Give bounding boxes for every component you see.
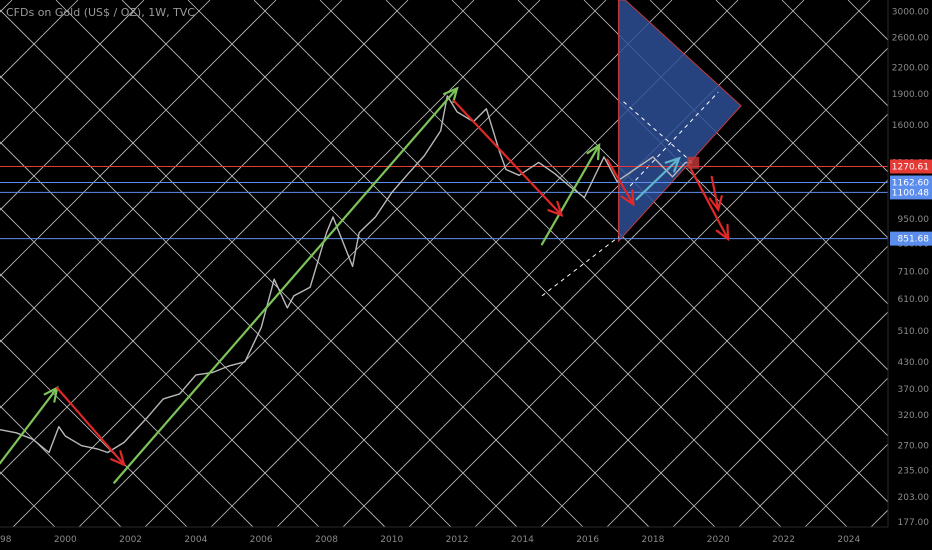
x-tick-label: 2014 xyxy=(511,535,534,545)
y-tick-label: 2600.00 xyxy=(892,33,929,43)
cyan-arrow xyxy=(635,156,681,201)
down-arrow xyxy=(606,158,635,207)
down-arrow xyxy=(687,164,730,242)
diagonal-grid-line xyxy=(121,0,673,550)
up-arrow-shaft xyxy=(0,386,59,465)
price-line xyxy=(0,95,693,454)
x-tick-label: 2010 xyxy=(380,535,403,545)
level-badge xyxy=(890,185,932,200)
diagonal-grid-line xyxy=(0,0,145,145)
y-tick-label: 2200.00 xyxy=(892,64,929,74)
x-tick-label: 2018 xyxy=(641,535,664,545)
y-tick-label: 430.00 xyxy=(898,358,930,368)
y-tick-label: 1600.00 xyxy=(892,121,929,131)
down-arrow-shaft xyxy=(56,386,126,466)
y-tick-label: 1900.00 xyxy=(892,90,929,100)
level-badge-label: 1270.61 xyxy=(892,163,929,173)
diagonal-grid-line xyxy=(0,0,277,277)
down-arrow xyxy=(452,99,564,218)
cyan-arrow-head xyxy=(664,156,681,173)
x-tick-label: 2006 xyxy=(250,535,273,545)
y-tick-label: 177.00 xyxy=(898,518,930,528)
x-tick-label: 2000 xyxy=(54,535,77,545)
down-arrow-head xyxy=(708,195,723,213)
down-arrow-shaft xyxy=(710,175,720,211)
up-arrow-head xyxy=(443,86,459,103)
down-arrow xyxy=(708,175,723,213)
x-tick-label: 2024 xyxy=(837,535,860,545)
level-badge-label: 1100.48 xyxy=(892,188,929,198)
y-tick-label: 950.00 xyxy=(898,215,930,225)
up-arrow-shaft xyxy=(113,87,459,484)
y-axis-background xyxy=(888,0,932,550)
up-arrow xyxy=(113,86,459,484)
x-tick-label: 2002 xyxy=(119,535,142,545)
level-badge-label: 1162.60 xyxy=(892,179,929,189)
diagonal-grid-line xyxy=(583,201,932,550)
diagonal-grid-line xyxy=(715,333,932,550)
down-arrow-head xyxy=(110,450,126,467)
diagonal-grid-line xyxy=(319,0,871,550)
y-tick-label: 510.00 xyxy=(898,327,930,337)
diagonal-grid-line xyxy=(0,0,211,211)
up-arrow xyxy=(540,143,601,246)
diagonal-grid-line xyxy=(0,405,145,550)
y-tick-label: 370.00 xyxy=(898,385,930,395)
diagonal-grid-line xyxy=(55,0,607,550)
y-tick-label: 235.00 xyxy=(898,467,930,477)
y-tick-label: 320.00 xyxy=(898,411,930,421)
x-tick-label: 2022 xyxy=(772,535,795,545)
x-tick-label: 2004 xyxy=(184,535,207,545)
dashed-channel-line xyxy=(629,91,719,187)
level-badge-label: 851.68 xyxy=(898,235,930,245)
diagonal-grid-line xyxy=(781,399,932,550)
y-tick-label: 710.00 xyxy=(898,267,930,277)
y-tick-label: 203.00 xyxy=(898,493,930,503)
diagonal-grid-line xyxy=(0,0,475,475)
diagonal-grid-line xyxy=(385,3,932,550)
level-badge xyxy=(890,159,932,174)
chart-title: CFDs on Gold (US$ / OZ), 1W, TVC xyxy=(6,6,195,19)
down-arrow-head xyxy=(547,200,564,218)
diagonal-grid-line xyxy=(0,0,409,409)
x-tick-label: 2012 xyxy=(446,535,469,545)
diagonal-grid-line xyxy=(517,135,932,550)
diagonal-grid-line xyxy=(781,0,932,151)
y-tick-label: 270.00 xyxy=(898,442,930,452)
y-tick-label: 610.00 xyxy=(898,295,930,305)
diagonal-grid-line xyxy=(0,0,343,343)
down-arrow-shaft xyxy=(687,164,730,241)
down-arrow-head xyxy=(715,223,730,242)
level-badge xyxy=(890,231,932,246)
x-tick-label: 2016 xyxy=(576,535,599,545)
down-arrow-shaft xyxy=(606,158,635,206)
x-tick-label: 2020 xyxy=(707,535,730,545)
x-tick-label: 2008 xyxy=(315,535,338,545)
up-arrow-shaft xyxy=(540,144,601,246)
y-tick-label: 3000.00 xyxy=(892,8,929,18)
x-tick-label: 1998 xyxy=(0,535,12,545)
down-arrow-shaft xyxy=(452,99,563,217)
diagonal-grid-line xyxy=(715,0,932,217)
x-axis-background xyxy=(0,527,932,550)
down-arrow xyxy=(56,386,126,467)
dashed-support-line xyxy=(541,236,619,297)
price-marker xyxy=(687,156,700,169)
down-arrow-head xyxy=(620,189,635,207)
cyan-arrow-shaft xyxy=(635,157,681,201)
up-arrow-head xyxy=(586,143,601,161)
